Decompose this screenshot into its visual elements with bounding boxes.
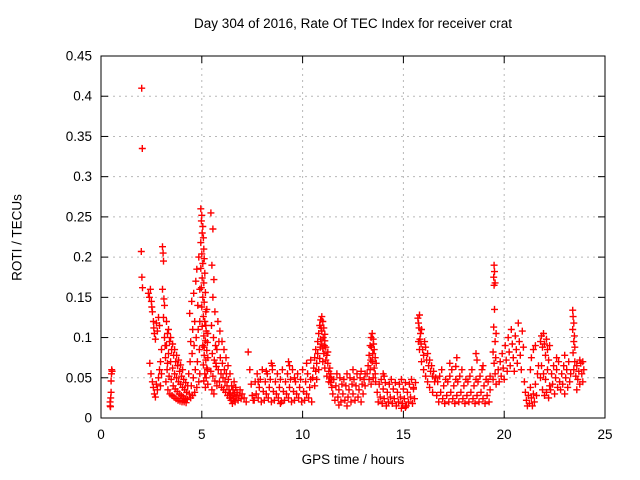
- y-tick-label: 0.2: [73, 250, 92, 265]
- plot-border: [100, 55, 606, 419]
- y-tick-label: 0.05: [66, 370, 92, 385]
- scatter-points: [106, 84, 588, 412]
- x-tick-label: 15: [396, 427, 411, 442]
- x-tick-label: 10: [295, 427, 310, 442]
- x-tick-label: 25: [597, 427, 612, 442]
- x-axis-label: GPS time / hours: [301, 452, 405, 467]
- y-tick-label: 0.3: [73, 169, 92, 184]
- y-tick-label: 0.45: [66, 49, 92, 64]
- y-tick-label: 0.15: [66, 290, 92, 305]
- chart-title: Day 304 of 2016, Rate Of TEC Index for r…: [194, 16, 512, 31]
- y-tick-label: 0.4: [73, 89, 92, 104]
- y-tick-label: 0: [84, 411, 92, 426]
- x-tick-label: 0: [97, 427, 105, 442]
- x-tick-label: 20: [497, 427, 512, 442]
- y-tick-label: 0.35: [66, 129, 92, 144]
- x-tick-label: 5: [198, 427, 206, 442]
- y-tick-label: 0.1: [73, 330, 92, 345]
- y-tick-label: 0.25: [66, 209, 92, 224]
